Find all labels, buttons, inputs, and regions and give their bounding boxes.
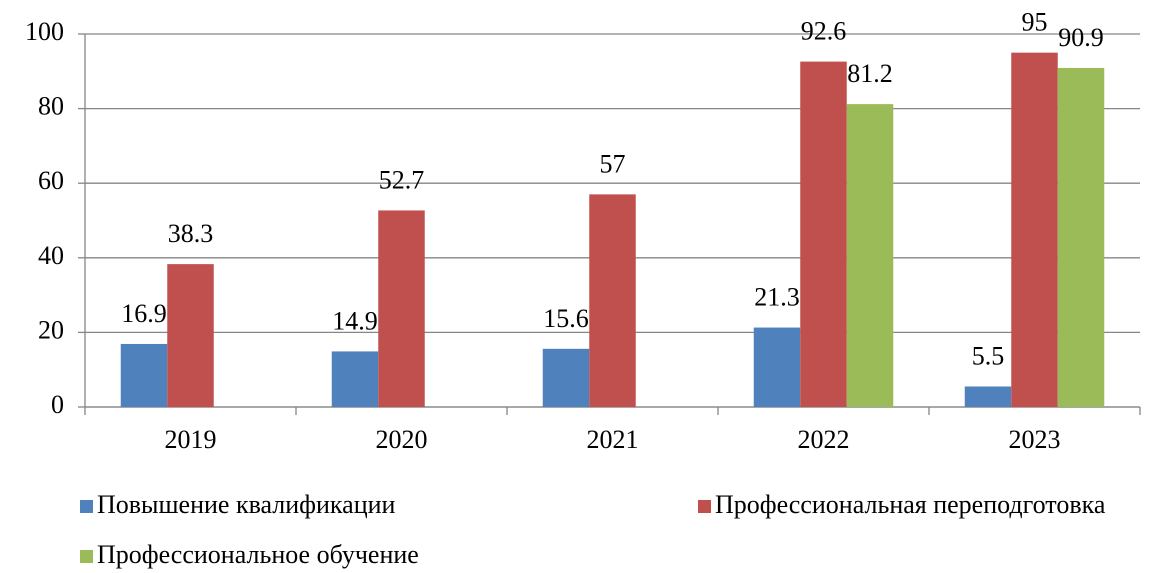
data-label: 95 xyxy=(1022,8,1048,37)
y-tick-label: 0 xyxy=(51,390,64,419)
bar xyxy=(753,327,801,407)
data-label: 16.9 xyxy=(121,299,167,328)
legend-label: Повышение квалификации xyxy=(97,490,396,519)
data-label: 92.6 xyxy=(801,17,847,46)
legend-swatch xyxy=(80,500,93,513)
legend-label: Профессиональное обучение xyxy=(97,540,419,569)
y-tick-label: 60 xyxy=(38,166,64,195)
y-tick-label: 80 xyxy=(38,92,64,121)
x-tick-label: 2023 xyxy=(1009,425,1061,454)
legend-swatch xyxy=(698,500,711,513)
data-label: 5.5 xyxy=(972,341,1005,370)
data-label: 14.9 xyxy=(332,306,378,335)
data-label: 57 xyxy=(600,149,626,178)
bar xyxy=(167,264,214,407)
data-label: 81.2 xyxy=(847,59,893,88)
x-tick-label: 2019 xyxy=(165,425,217,454)
data-label: 38.3 xyxy=(168,219,214,248)
data-label: 15.6 xyxy=(543,304,589,333)
data-label: 21.3 xyxy=(754,283,800,312)
bar xyxy=(1011,52,1058,408)
legend-label: Профессиональная переподготовка xyxy=(715,490,1106,519)
y-tick-label: 100 xyxy=(25,17,64,46)
bar xyxy=(964,386,1012,407)
bar xyxy=(542,348,590,407)
bar xyxy=(120,343,168,407)
x-tick-label: 2022 xyxy=(798,425,850,454)
bar xyxy=(331,351,379,407)
bar xyxy=(846,104,894,408)
x-tick-label: 2021 xyxy=(587,425,639,454)
x-tick-label: 2020 xyxy=(376,425,428,454)
y-tick-label: 20 xyxy=(38,315,64,344)
data-label: 52.7 xyxy=(379,165,425,194)
bar xyxy=(589,194,636,407)
y-tick-label: 40 xyxy=(38,241,64,270)
data-label: 90.9 xyxy=(1058,23,1104,52)
bar xyxy=(1057,67,1105,408)
legend-swatch xyxy=(80,550,93,563)
bar xyxy=(378,210,425,407)
bar xyxy=(800,61,847,408)
